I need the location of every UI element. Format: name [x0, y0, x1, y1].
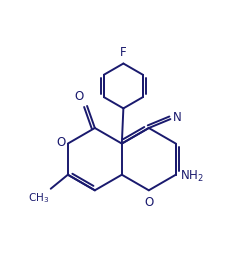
Text: N: N [173, 111, 182, 124]
Text: CH$_3$: CH$_3$ [28, 191, 49, 205]
Text: F: F [120, 46, 127, 59]
Text: NH$_2$: NH$_2$ [179, 169, 203, 184]
Text: O: O [144, 196, 153, 209]
Text: O: O [74, 90, 83, 103]
Text: O: O [56, 136, 65, 150]
